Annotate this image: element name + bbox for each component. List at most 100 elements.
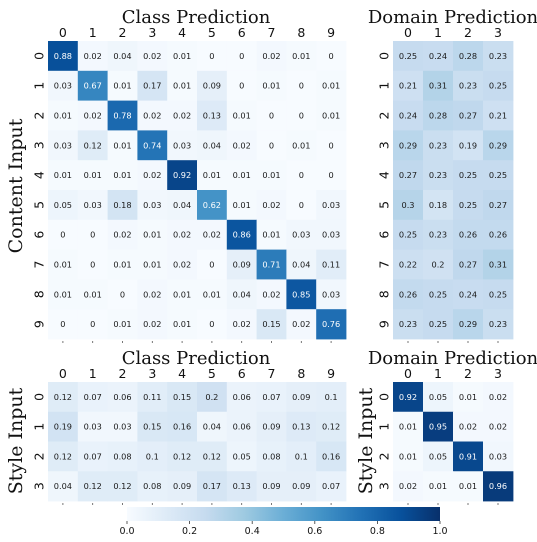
cell-value-label: 0 [209, 51, 214, 61]
y-tick-label: 0 [32, 52, 47, 60]
cell-value-label: 0.09 [173, 481, 191, 491]
cell-value-label: 0.01 [262, 81, 280, 91]
heatmap-cell [167, 100, 198, 131]
cell-value-label: 0.04 [54, 481, 72, 491]
cell-value-label: 0.31 [429, 81, 447, 91]
y-tick-label: 2 [32, 112, 47, 120]
cell-value-label: 0 [299, 81, 304, 91]
cell-value-label: 0.03 [84, 422, 102, 432]
x-tick-label: 6 [238, 366, 246, 381]
cell-value-label: 0.12 [203, 451, 221, 461]
cell-value-label: 0.03 [322, 289, 340, 299]
x-tick-label: 1 [434, 25, 442, 40]
heatmap-cell [48, 382, 79, 413]
cell-value-label: 0.85 [292, 289, 310, 299]
heatmap-cell [167, 441, 198, 472]
heatmap-cell [48, 41, 79, 72]
heatmap-cell [286, 70, 317, 101]
cell-value-label: 0 [209, 319, 214, 329]
heatmap-cell [107, 160, 138, 191]
cell-value-label: 0.04 [173, 200, 191, 210]
cell-value-label: 0.12 [322, 422, 340, 432]
heatmap-cell [393, 471, 424, 502]
heatmap-cell [137, 130, 168, 161]
heatmap-cell [167, 249, 198, 280]
cell-value-label: 0 [90, 230, 95, 240]
cell-value-label: 0.12 [173, 451, 191, 461]
heatmap-cell [453, 411, 484, 442]
y-tick-label: 1 [377, 423, 392, 431]
cell-value-label: 0.09 [292, 481, 310, 491]
heatmap-cell [226, 100, 257, 131]
cell-value-label: 0.02 [399, 481, 417, 491]
heatmap-cell [197, 219, 228, 250]
heatmap-cell [483, 130, 514, 161]
cell-value-label: 0.01 [113, 319, 131, 329]
cell-value-label: 0.06 [113, 392, 131, 402]
heatmap-cell [423, 279, 454, 310]
x-tick-label: 2 [119, 25, 127, 40]
heatmap-cell [197, 130, 228, 161]
heatmap-cell [393, 41, 424, 72]
heatmap-cell [316, 70, 347, 101]
heatmap-cell [256, 100, 287, 131]
cell-value-label: 0.19 [459, 140, 477, 150]
cell-value-label: 0.05 [429, 392, 447, 402]
heatmap-cell [483, 249, 514, 280]
cell-value-label: 0.13 [292, 422, 310, 432]
heatmap-cell [197, 411, 228, 442]
x-tick-label: 5 [208, 25, 216, 40]
cell-value-label: 0 [60, 319, 65, 329]
cell-value-label: 0.01 [173, 289, 191, 299]
y-tick-label: 0 [32, 393, 47, 401]
heatmap-cell [393, 100, 424, 131]
heatmap-cell [423, 70, 454, 101]
heatmap-cell [393, 441, 424, 472]
heatmap-cell [256, 70, 287, 101]
cell-value-label: 0.01 [54, 260, 72, 270]
cell-value-label: 0.08 [143, 481, 161, 491]
heatmap-cell [423, 160, 454, 191]
cell-value-label: 0.3 [401, 200, 414, 210]
heatmap-cell [77, 160, 108, 191]
heatmap-style-domain: Domain Prediction Style Input 0.92 0.05 0.01… [355, 348, 537, 505]
heatmap-cell [483, 219, 514, 250]
heatmap-cell [137, 382, 168, 413]
cell-value-label: 0.09 [233, 260, 251, 270]
y-tick-label: 1 [377, 82, 392, 90]
heatmap-cell [226, 41, 257, 72]
heatmap-cell [167, 190, 198, 221]
colorbar-tick-label: 0.0 [119, 526, 134, 537]
heatmap-cell [423, 130, 454, 161]
cell-value-label: 0.01 [54, 170, 72, 180]
heatmap-cell [483, 100, 514, 131]
heatmap-cell [316, 411, 347, 442]
heatmap-cell [423, 249, 454, 280]
cell-value-label: 0.01 [84, 170, 102, 180]
y-tick-label: 9 [377, 320, 392, 328]
heatmap-cell [393, 190, 424, 221]
y-tick-label: 2 [32, 452, 47, 460]
cell-value-label: 0.01 [84, 289, 102, 299]
cell-value-label: 0.18 [429, 200, 447, 210]
cell-value-label: 0.29 [459, 319, 477, 329]
heatmap-cell [48, 190, 79, 221]
y-tick-label: 1 [32, 82, 47, 90]
heatmap-cell [48, 411, 79, 442]
y-tick-label: 8 [377, 290, 392, 298]
heatmap-cell [286, 279, 317, 310]
cell-value-label: 0.01 [233, 200, 251, 210]
heatmap-cell [137, 249, 168, 280]
cell-value-label: 0.86 [233, 230, 251, 240]
x-tick-label: 9 [327, 25, 335, 40]
cell-value-label: 0.01 [399, 422, 417, 432]
cell-value-label: 0.01 [322, 81, 340, 91]
heatmap-cell [316, 471, 347, 502]
cell-value-label: 0.29 [399, 140, 417, 150]
cell-value-label: 0.11 [143, 392, 161, 402]
cell-value-label: 0.21 [399, 81, 417, 91]
heatmap-cell [197, 382, 228, 413]
heatmap-cell [483, 471, 514, 502]
y-axis-label: Style Input [5, 387, 27, 494]
heatmap-cell [137, 441, 168, 472]
